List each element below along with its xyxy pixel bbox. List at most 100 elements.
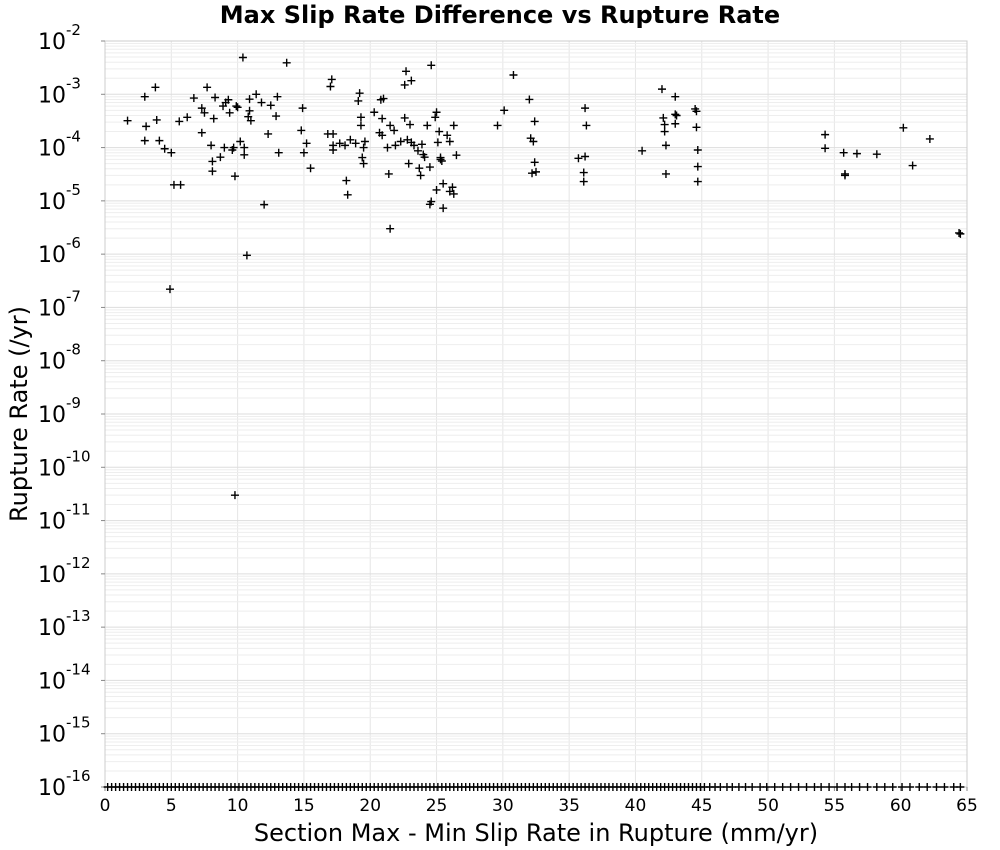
data-point (872, 150, 881, 159)
data-point (274, 148, 283, 157)
data-point (852, 149, 861, 158)
y-tick-base: 10 (38, 296, 66, 321)
x-tick-label: 35 (558, 796, 580, 816)
y-tick-exponent: -11 (66, 501, 91, 519)
data-point (155, 136, 164, 145)
y-tick-exponent: -2 (66, 21, 81, 39)
data-point (579, 177, 588, 186)
data-point (230, 491, 239, 500)
data-point (229, 143, 238, 152)
data-point (899, 123, 908, 132)
data-point (420, 153, 429, 162)
data-point (528, 169, 537, 178)
y-tick-base: 10 (38, 350, 66, 375)
data-point (940, 783, 949, 791)
data-point (391, 141, 400, 150)
data-point (390, 126, 399, 135)
data-point (413, 146, 422, 155)
data-point (151, 83, 160, 92)
data-point (216, 153, 225, 162)
y-tick-exponent: -14 (66, 660, 91, 678)
data-point (208, 157, 217, 166)
data-point (207, 141, 216, 150)
data-point (436, 155, 445, 164)
data-point (432, 108, 441, 117)
y-tick-label: 10 -14 (38, 660, 91, 694)
y-tick-base: 10 (38, 243, 66, 268)
data-point (326, 82, 335, 91)
y-tick-label: 10 -13 (38, 607, 91, 641)
data-point (692, 107, 701, 116)
data-point (672, 111, 681, 120)
data-point (693, 177, 702, 186)
x-tick-label: 25 (426, 796, 448, 816)
data-point (802, 783, 811, 791)
data-point (123, 116, 132, 125)
data-point (152, 115, 161, 124)
y-tick-base: 10 (38, 669, 66, 694)
data-point (581, 152, 590, 161)
data-point (356, 121, 365, 130)
data-point (266, 101, 275, 110)
data-point (898, 783, 907, 791)
data-point (427, 197, 436, 206)
data-point (264, 129, 273, 138)
x-tick-label: 45 (691, 796, 713, 816)
data-point (240, 143, 249, 152)
data-point (236, 137, 245, 146)
data-point (257, 98, 266, 107)
y-tick-label: 10 -9 (38, 394, 81, 428)
data-point (817, 783, 826, 791)
data-point (230, 172, 239, 181)
data-point (200, 108, 209, 117)
data-point (923, 783, 932, 791)
data-point (354, 96, 363, 105)
data-point (378, 131, 387, 140)
data-point (245, 106, 254, 115)
x-tick-label: 20 (359, 796, 381, 816)
data-point (956, 783, 965, 791)
data-point (532, 167, 540, 176)
data-point (439, 179, 448, 188)
y-tick-base: 10 (38, 616, 66, 641)
data-point (956, 229, 965, 238)
data-point (341, 141, 350, 150)
x-tick-label: 5 (166, 796, 177, 816)
data-point (925, 134, 934, 143)
data-point (224, 95, 233, 104)
data-point (762, 783, 771, 791)
chart-title: Max Slip Rate Difference vs Rupture Rate (220, 1, 780, 29)
data-point (329, 129, 338, 138)
data-point (449, 189, 458, 198)
data-point (240, 150, 249, 159)
data-point (417, 140, 426, 149)
data-point (493, 121, 502, 130)
data-point (342, 176, 351, 185)
data-point (355, 89, 364, 98)
y-tick-base: 10 (38, 776, 66, 801)
y-tick-base: 10 (38, 723, 66, 748)
data-points (103, 53, 965, 791)
y-tick-label: 10 -7 (38, 287, 81, 321)
y-tick-exponent: -5 (66, 181, 81, 199)
data-point (786, 783, 795, 791)
data-point (452, 151, 461, 160)
y-tick-exponent: -6 (66, 234, 81, 252)
data-point (220, 143, 229, 152)
data-point (660, 127, 669, 136)
data-point (406, 120, 415, 129)
data-point (175, 117, 184, 126)
data-point (211, 93, 220, 102)
data-point (383, 143, 392, 152)
data-point (932, 783, 941, 791)
y-tick-exponent: -13 (66, 607, 91, 625)
data-point (581, 104, 590, 113)
data-point (351, 139, 360, 148)
data-point (335, 139, 344, 148)
y-tick-label: 10 -6 (38, 234, 81, 268)
data-point (356, 113, 365, 122)
y-tick-base: 10 (38, 190, 66, 215)
y-tick-label: 10 -2 (38, 21, 81, 55)
x-tick-label: 0 (100, 796, 111, 816)
data-point (638, 146, 647, 155)
